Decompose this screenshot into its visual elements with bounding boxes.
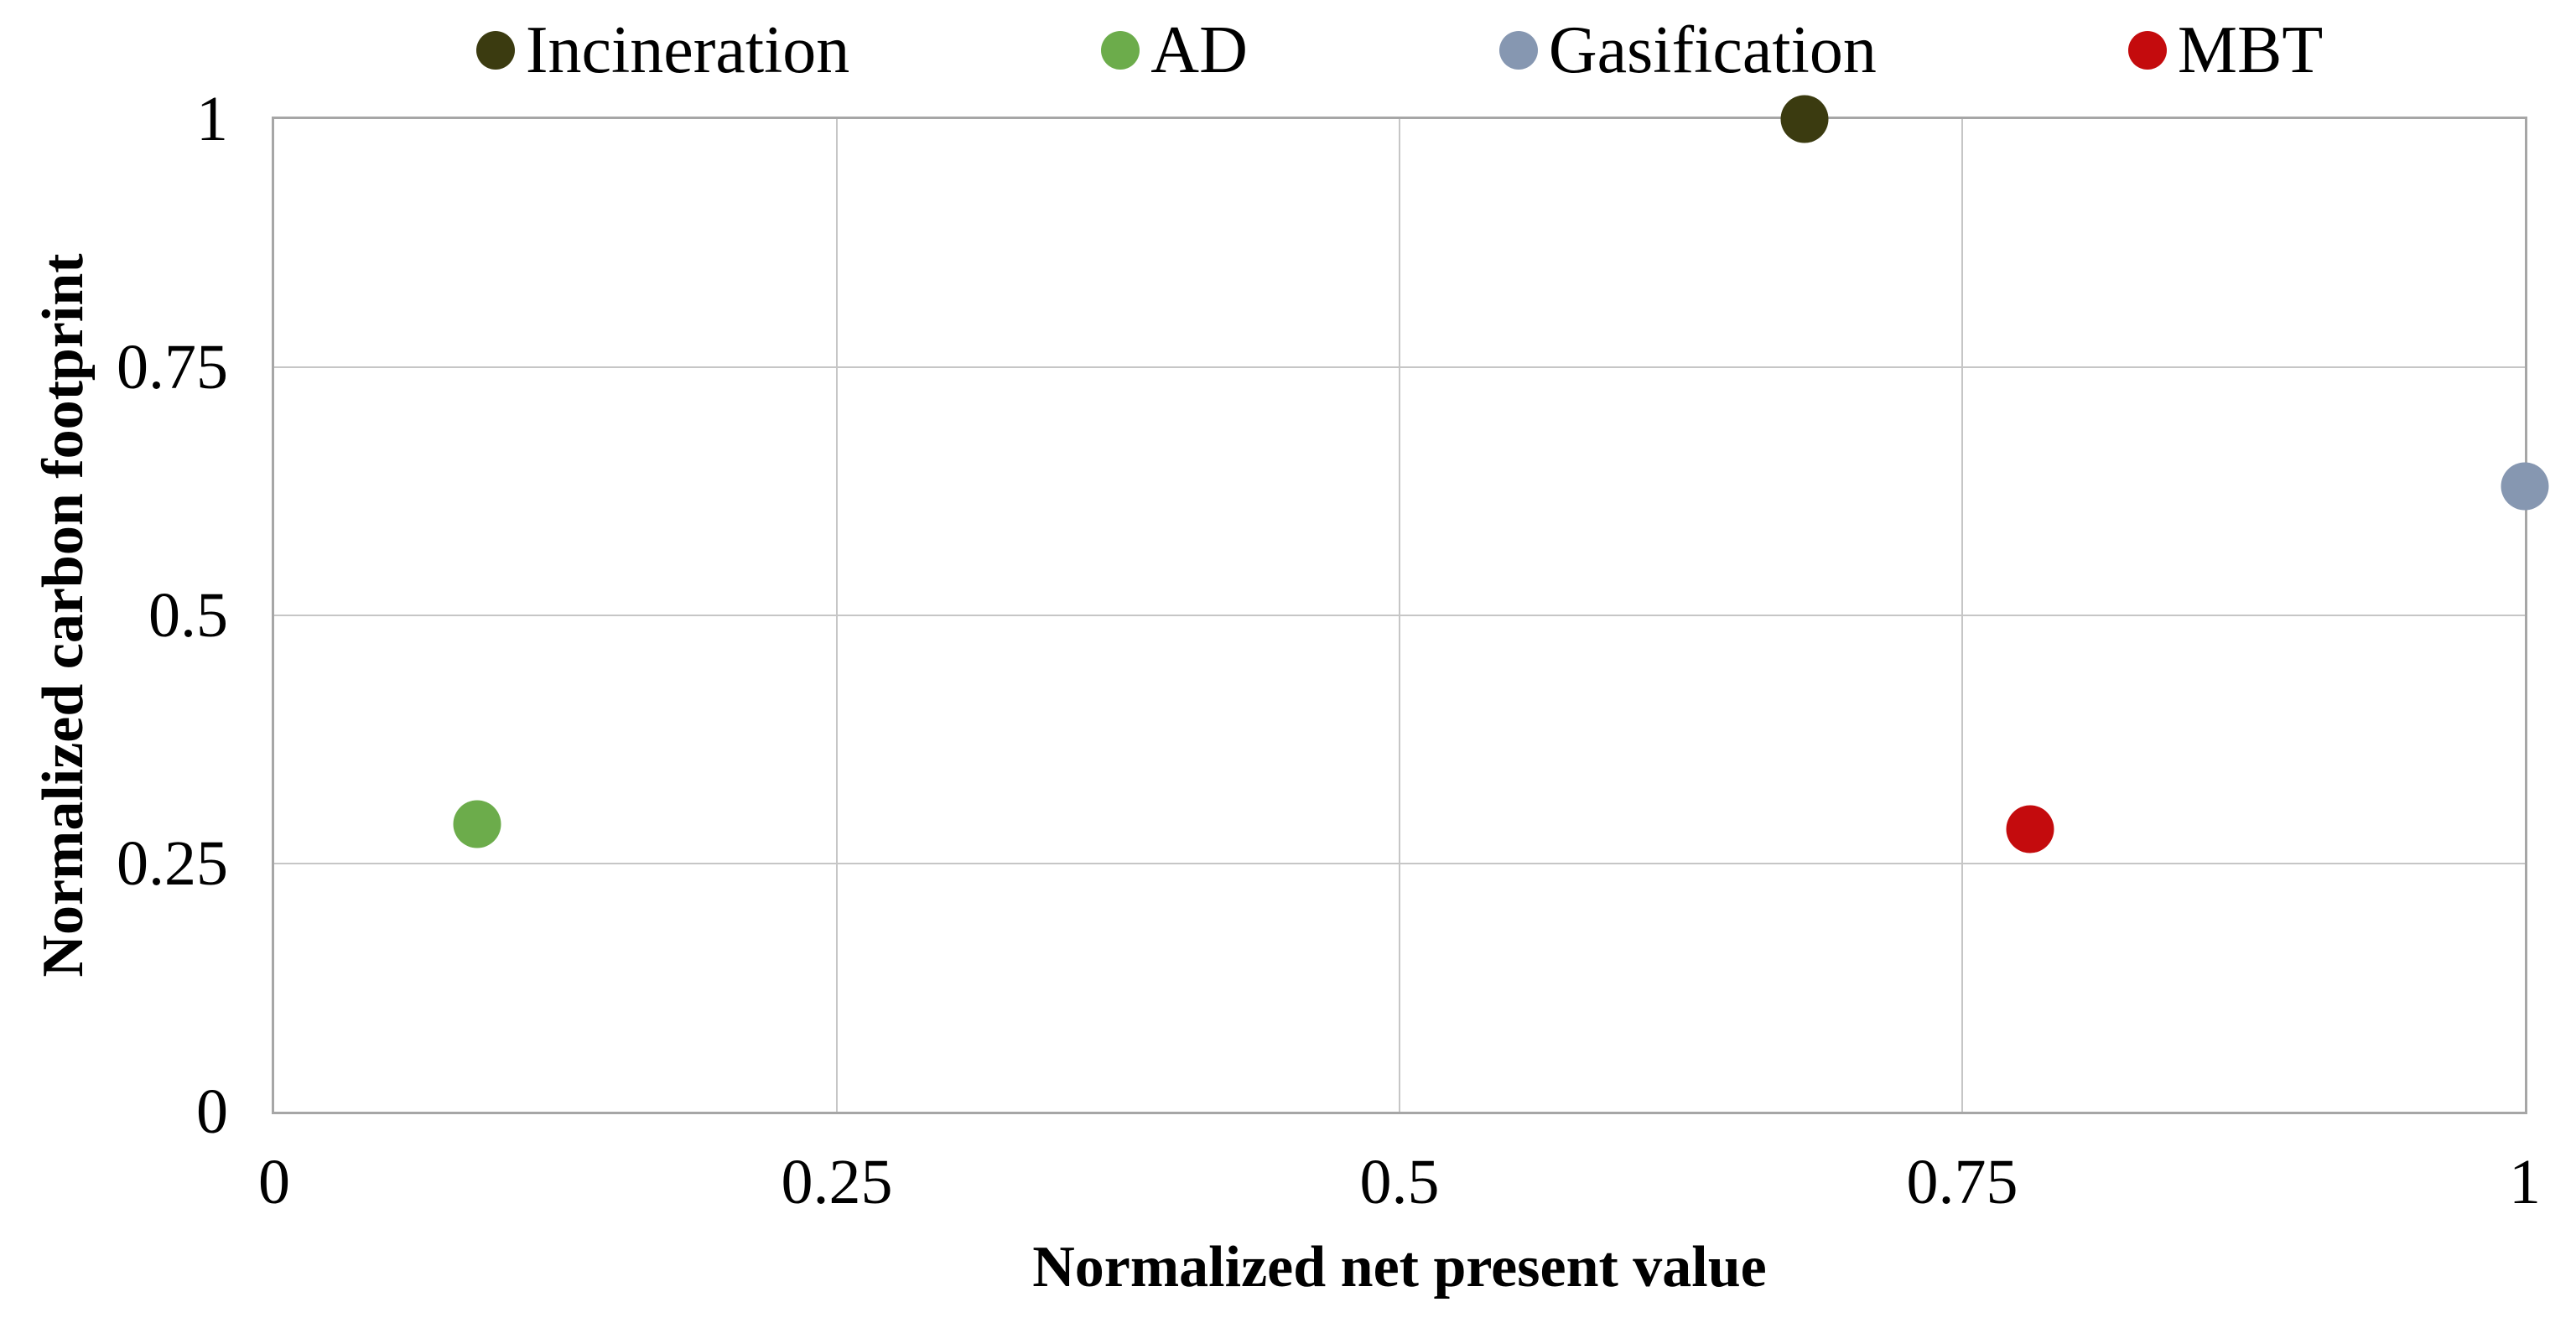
x-axis-title: Normalized net present value	[1032, 1235, 1767, 1299]
legend-item-mbt: MBT	[2127, 13, 2324, 87]
legend-label-gasification: Gasification	[1548, 13, 1877, 87]
y-axis-title: Normalized carbon footprint	[31, 253, 96, 978]
x-tick-label-0.25: 0.25	[781, 1147, 893, 1217]
data-point-ad	[453, 800, 501, 848]
legend-marker-incineration	[475, 31, 515, 70]
legend-label-mbt: MBT	[2177, 13, 2324, 87]
y-tick-label-0.75: 0.75	[117, 332, 228, 402]
data-point-gasification	[2501, 462, 2549, 511]
legend-item-ad: AD	[1101, 13, 1248, 87]
data-point-incineration	[1780, 95, 1829, 143]
y-tick-label-0.5: 0.5	[148, 580, 228, 651]
chart-legend: Incineration AD Gasification MBT	[274, 12, 2525, 89]
x-tick-label-0.5: 0.5	[1359, 1147, 1440, 1217]
data-point-mbt	[2006, 805, 2054, 853]
horizontal-gridline-0.5	[274, 615, 2525, 616]
horizontal-gridline-0.75	[274, 366, 2525, 368]
legend-marker-mbt	[2127, 31, 2167, 70]
y-tick-label-1: 1	[196, 84, 228, 154]
y-tick-label-0.25: 0.25	[117, 828, 228, 899]
legend-item-gasification: Gasification	[1498, 13, 1877, 87]
legend-label-incineration: Incineration	[525, 13, 850, 87]
x-tick-label-0: 0	[258, 1147, 290, 1217]
x-tick-label-1: 1	[2509, 1147, 2541, 1217]
x-tick-label-0.75: 0.75	[1906, 1147, 2018, 1217]
y-tick-label-0: 0	[196, 1076, 228, 1147]
horizontal-gridline-0.25	[274, 863, 2525, 864]
legend-marker-gasification	[1498, 31, 1538, 70]
legend-item-incineration: Incineration	[475, 13, 850, 87]
legend-label-ad: AD	[1150, 13, 1248, 87]
legend-marker-ad	[1101, 31, 1140, 70]
